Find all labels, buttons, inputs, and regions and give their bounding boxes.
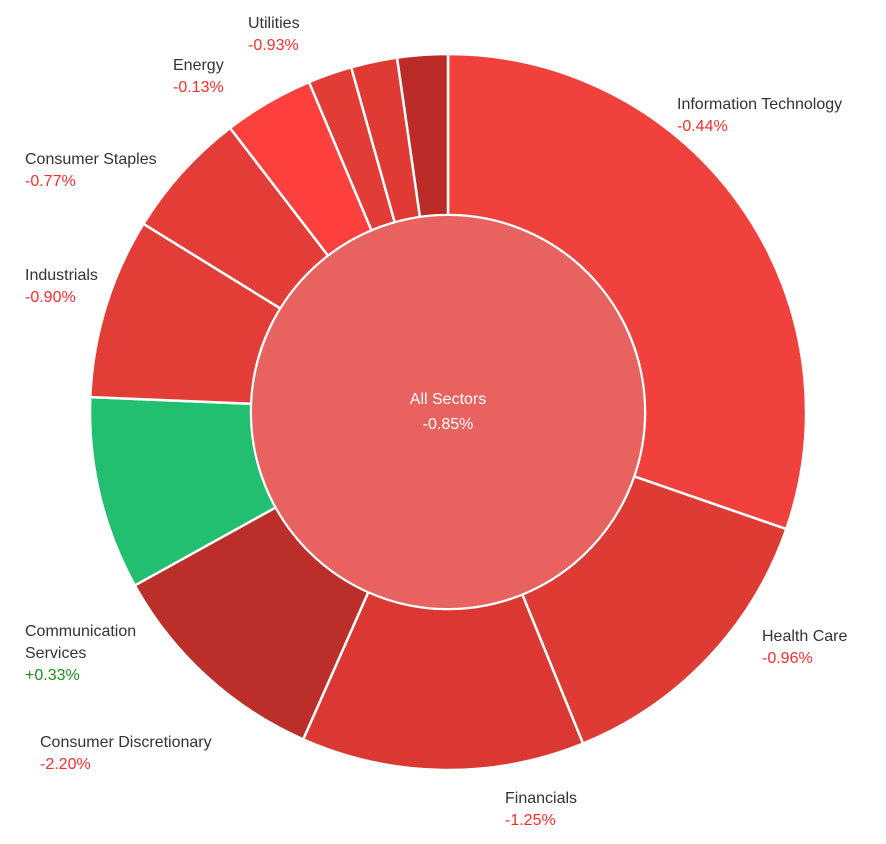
sector-labels: Information Technology -0.44% Health Care -… — [25, 15, 847, 829]
sector-name: Utilities — [248, 15, 300, 32]
label-energy: Energy -0.13% — [173, 57, 224, 96]
label-financials: Financials -1.25% — [505, 790, 577, 829]
sector-name: Services — [25, 645, 86, 662]
sector-name: Health Care — [762, 628, 847, 645]
sector-name: Industrials — [25, 267, 98, 284]
center-circle[interactable] — [250, 214, 646, 610]
sector-name: Consumer Discretionary — [40, 734, 212, 751]
sector-name: Communication — [25, 623, 136, 640]
label-utilities: Utilities -0.93% — [248, 15, 300, 54]
sector-name: Energy — [173, 57, 224, 74]
sector-change: -0.93% — [248, 37, 299, 54]
sector-change: -0.77% — [25, 173, 76, 190]
center-node[interactable]: All Sectors -0.85% — [250, 214, 646, 610]
label-communication-services: Communication Services +0.33% — [25, 623, 136, 684]
sector-name: Information Technology — [677, 96, 842, 113]
sector-change: -0.44% — [677, 118, 728, 135]
sector-name: Consumer Staples — [25, 151, 157, 168]
label-consumer-staples: Consumer Staples -0.77% — [25, 151, 157, 190]
sector-name: Financials — [505, 790, 577, 807]
label-industrials: Industrials -0.90% — [25, 267, 98, 306]
sector-change: -0.13% — [173, 79, 224, 96]
outer-ring — [88, 52, 808, 772]
label-consumer-discretionary: Consumer Discretionary -2.20% — [40, 734, 212, 773]
sector-change: -0.96% — [762, 650, 813, 667]
label-health-care: Health Care -0.96% — [762, 628, 847, 667]
sector-change: +0.33% — [25, 667, 80, 684]
center-label: All Sectors — [410, 391, 486, 408]
center-change: -0.85% — [423, 416, 474, 433]
label-information-technology: Information Technology -0.44% — [677, 96, 842, 135]
sector-change: -2.20% — [40, 756, 91, 773]
sector-change: -1.25% — [505, 812, 556, 829]
sector-change: -0.90% — [25, 289, 76, 306]
